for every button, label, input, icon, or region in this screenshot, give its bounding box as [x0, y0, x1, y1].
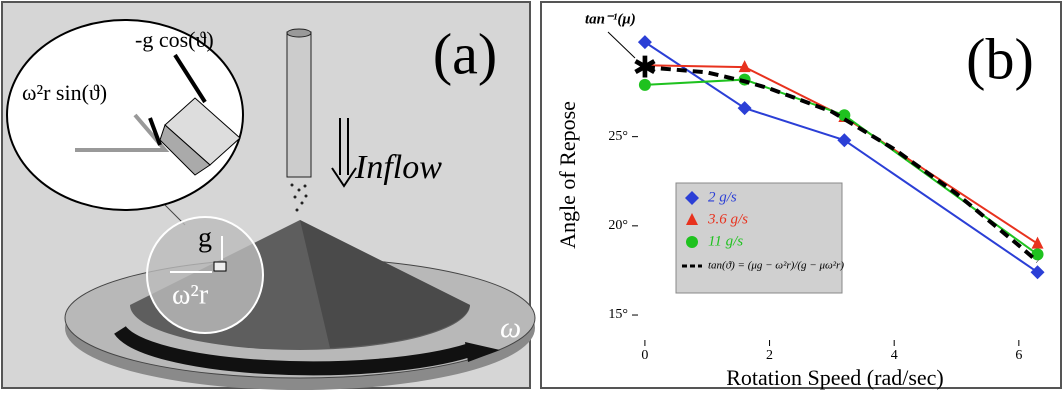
x-tick-label: 2: [766, 348, 773, 363]
normal-force-label: -g cos(ϑ): [135, 27, 214, 52]
x-axis-label: Rotation Speed (rad/sec): [726, 365, 944, 390]
marker: [637, 35, 652, 50]
marker: [738, 60, 751, 73]
y-tick-label: 25°: [608, 129, 628, 144]
y-tick-label: 20°: [608, 218, 628, 233]
sand-pile-shade: [300, 220, 470, 348]
nozzle-top: [286, 28, 312, 38]
tangential-force-arrow: [148, 117, 162, 146]
legend-label: 2 g/s: [708, 189, 737, 205]
x-tick-label: 4: [891, 348, 898, 363]
tangential-force-label: ω²r sin(ϑ): [22, 80, 107, 105]
x-tick-label: 6: [1015, 348, 1022, 363]
legend-label: 11 g/s: [708, 233, 743, 249]
nozzle: [286, 31, 312, 178]
inflow-arrow-head: [331, 167, 357, 188]
panel-label: (b): [966, 26, 1034, 91]
legend-swatch: [686, 213, 698, 225]
annotation: tan⁻¹(μ): [585, 11, 636, 27]
omega-label: ω: [500, 311, 521, 344]
legend-swatch: [685, 191, 699, 205]
centrifugal-label: ω²r: [172, 279, 209, 310]
gravity-label: g: [198, 222, 212, 253]
falling-grains: [290, 183, 308, 212]
legend: [675, 182, 843, 294]
series-line: [644, 41, 1039, 274]
x-tick-label: 0: [641, 348, 648, 363]
block-side: [159, 124, 211, 176]
series-line: [644, 65, 1039, 264]
annotation-marker: ✱: [632, 52, 657, 85]
legend-label: tan(ϑ) = (μg − ω²r)/(g − μω²r): [708, 260, 844, 272]
normal-force-arrow: [173, 53, 207, 104]
legend-swatch: [686, 236, 698, 248]
magnified-block: [213, 261, 227, 272]
force-components: [75, 113, 170, 152]
marker: [737, 101, 752, 116]
marker: [838, 109, 851, 122]
magnifier: [146, 216, 264, 334]
panel-a: Inflow ω (a) -g cos(ϑ) ω²r sin(ϑ) g ω²r: [1, 1, 536, 390]
marker: [1031, 248, 1044, 261]
legend-label: 3.6 g/s: [707, 211, 748, 227]
annotation-arrow: [607, 31, 636, 59]
marker: [1030, 265, 1045, 280]
marker: [638, 78, 651, 91]
rotation-arrow-head: [465, 342, 500, 362]
panel-label: (a): [433, 21, 497, 86]
rotation-arrow: [114, 325, 473, 376]
marker: [837, 133, 852, 148]
y-tick-label: 15°: [608, 307, 628, 322]
y-axis-label: Angle of Repose: [555, 101, 580, 249]
marker: [1031, 236, 1044, 249]
inflow-label: Inflow: [354, 149, 442, 186]
